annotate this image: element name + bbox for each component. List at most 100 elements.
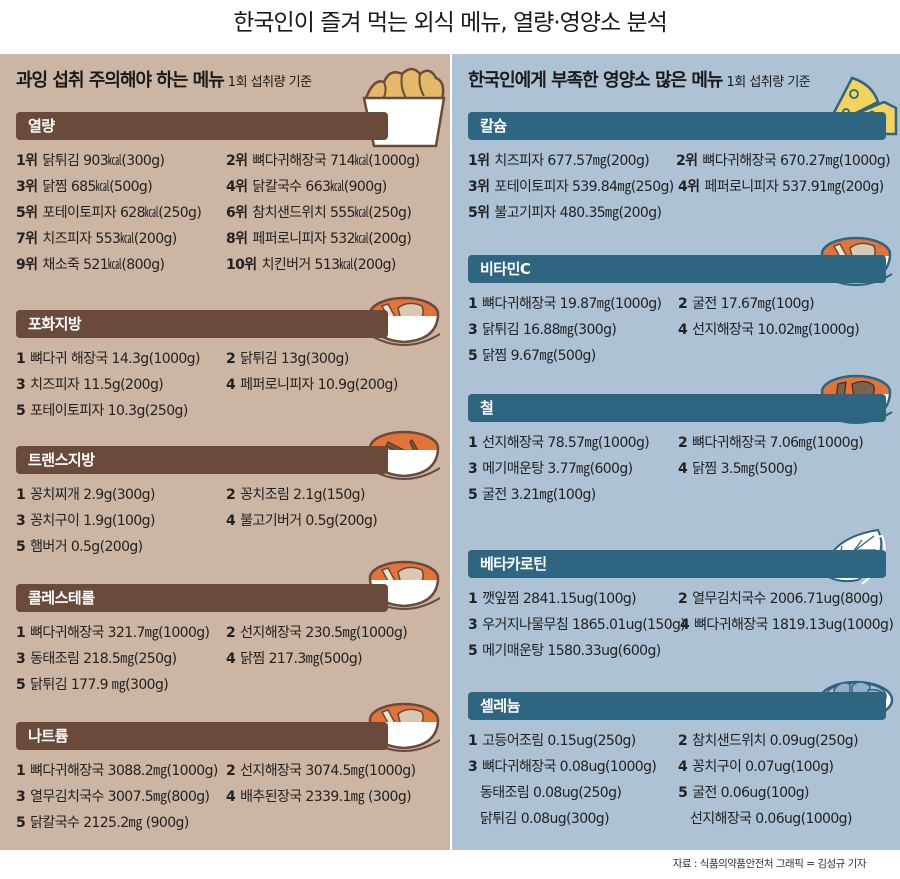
- rank: 2: [226, 351, 236, 367]
- rank: 5위: [468, 205, 490, 221]
- ranking-list: 1 뼈다귀해장국 321.7㎎(1000g) 2 선지해장국 230.5㎎(1000…: [16, 620, 436, 698]
- table-row: 3 닭튀김 16.88㎎(300g) 4 선지해장국 10.02㎎(1000g): [468, 317, 888, 343]
- menu-item: 채소죽 521㎉(800g): [42, 257, 165, 273]
- menu-item: 뼈다귀해장국 670.27㎎(1000g): [702, 153, 890, 169]
- rank: 4: [678, 322, 688, 338]
- menu-item: 햄버거 0.5g(200g): [30, 539, 143, 555]
- rank: 4: [680, 617, 690, 633]
- menu-item: 참치샌드위치 0.09ug(250g): [692, 733, 858, 749]
- rank: 3위: [16, 179, 38, 195]
- table-row: 3위 닭찜 685㎉(500g) 4위 닭칼국수 663㎉(900g): [16, 174, 436, 200]
- menu-item: 뼈다귀 해장국 14.3g(1000g): [30, 351, 200, 367]
- section-title: 철: [468, 394, 886, 422]
- section-title: 나트륨: [16, 722, 388, 750]
- menu-item: 깻잎찜 2841.15ug(100g): [482, 591, 637, 607]
- section-title: 트랜스지방: [16, 446, 388, 474]
- menu-item: 포테이토피자 10.3g(250g): [30, 403, 188, 419]
- right-panel-header: 한국인에게 부족한 영양소 많은 메뉴 1회 섭취량 기준: [468, 66, 811, 92]
- section-title: 콜레스테롤: [16, 584, 388, 612]
- table-row: 3 우거지나물무침 1865.01ug(150g) 4 뼈다귀해장국 1819.13…: [468, 612, 894, 638]
- left-panel-subtitle: 1회 섭취량 기준: [227, 75, 312, 90]
- table-row: 3 메기매운탕 3.77㎎(600g) 4 닭찜 3.5㎎(500g): [468, 456, 888, 482]
- rank: 10위: [226, 257, 257, 273]
- menu-item: 뼈다귀해장국 714㎉(1000g): [252, 153, 420, 169]
- rank: 2: [678, 435, 688, 451]
- menu-item: 닭튀김 0.08ug(300g): [480, 811, 610, 827]
- rank: 4: [226, 513, 236, 529]
- rank: 2: [678, 733, 688, 749]
- menu-item: 닭칼국수 2125.2㎎ (900g): [30, 815, 189, 831]
- left-panel-title: 과잉 섭취 주의해야 하는 메뉴: [16, 70, 225, 91]
- rank: 8위: [226, 231, 248, 247]
- table-row: 5 포테이토피자 10.3g(250g): [16, 398, 436, 424]
- right-panel-subtitle: 1회 섭취량 기준: [726, 75, 811, 90]
- left-panel-header: 과잉 섭취 주의해야 하는 메뉴 1회 섭취량 기준: [16, 66, 312, 92]
- table-row: 1 고등어조림 0.15ug(250g) 2 참치샌드위치 0.09ug(250g): [468, 728, 888, 754]
- table-row: 1 깻잎찜 2841.15ug(100g) 2 열무김치국수 2006.71ug(8…: [468, 586, 888, 612]
- menu-item: 선지해장국 10.02㎎(1000g): [692, 322, 860, 338]
- ranking-list: 1 선지해장국 78.57㎎(1000g) 2 뼈다귀해장국 7.06㎎(1000g…: [468, 430, 888, 508]
- rank: 5: [16, 539, 26, 555]
- rank: 1: [16, 487, 26, 503]
- menu-item: 열무김치국수 2006.71ug(800g): [692, 591, 883, 607]
- ranking-list: 1 뼈다귀 해장국 14.3g(1000g) 2 닭튀김 13g(300g) 3 치즈…: [16, 346, 436, 424]
- menu-item: 포테이토피자 539.84㎎(250g): [494, 179, 674, 195]
- menu-item: 참치샌드위치 555㎉(250g): [252, 205, 412, 221]
- menu-item: 선지해장국 230.5㎎(1000g): [240, 625, 408, 641]
- table-row: 3 꽁치구이 1.9g(100g) 4 불고기버거 0.5g(200g): [16, 508, 436, 534]
- menu-item: 꽁치구이 0.07ug(100g): [692, 759, 834, 775]
- section-title: 열량: [16, 112, 388, 140]
- rank: 4위: [678, 179, 700, 195]
- rank: 2: [226, 625, 236, 641]
- menu-item: 선지해장국 0.06ug(1000g): [690, 811, 852, 827]
- menu-item: 치즈피자 677.57㎎(200g): [494, 153, 650, 169]
- table-row: 5 닭튀김 177.9 ㎎(300g): [16, 672, 436, 698]
- rank: 3: [16, 789, 26, 805]
- page-title: 한국인이 즐겨 먹는 외식 메뉴, 열량·영양소 분석: [233, 10, 668, 36]
- menu-item: 열무김치국수 3007.5㎎(800g): [30, 789, 210, 805]
- menu-item: 배추된장국 2339.1㎎ (300g): [240, 789, 411, 805]
- menu-item: 불고기피자 480.35㎎(200g): [494, 205, 662, 221]
- rank: 5위: [16, 205, 38, 221]
- table-row: 1 뼈다귀해장국 3088.2㎎(1000g) 2 선지해장국 3074.5㎎(10…: [16, 758, 436, 784]
- rank: 5: [468, 348, 478, 364]
- table-row: 3 동태조림 218.5㎎(250g) 4 닭찜 217.3㎎(500g): [16, 646, 436, 672]
- menu-item: 닭튀김 903㎉(300g): [42, 153, 165, 169]
- menu-item: 메기매운탕 3.77㎎(600g): [482, 461, 633, 477]
- source-credit: 자료 : 식품의약품안전처 그래픽 = 김성규 기자: [672, 858, 867, 870]
- menu-item: 고등어조림 0.15ug(250g): [482, 733, 636, 749]
- table-row: 5 닭칼국수 2125.2㎎ (900g): [16, 810, 436, 836]
- table-row: 5 햄버거 0.5g(200g): [16, 534, 436, 560]
- section-title: 베타카로틴: [468, 550, 886, 578]
- rank: 3: [468, 617, 478, 633]
- rank: 2: [226, 487, 236, 503]
- ranking-list: 1 깻잎찜 2841.15ug(100g) 2 열무김치국수 2006.71ug(8…: [468, 586, 894, 664]
- table-row: 1 뼈다귀해장국 321.7㎎(1000g) 2 선지해장국 230.5㎎(1000…: [16, 620, 436, 646]
- rank: 5: [16, 403, 26, 419]
- table-row: 9위 채소죽 521㎉(800g) 10위 치킨버거 513㎉(200g): [16, 252, 436, 278]
- menu-item: 굴전 17.67㎎(100g): [692, 296, 814, 312]
- menu-item: 뼈다귀해장국 3088.2㎎(1000g): [30, 763, 218, 779]
- menu-item: 페퍼로니피자 10.9g(200g): [240, 377, 398, 393]
- menu-item: 닭찜 217.3㎎(500g): [240, 651, 362, 667]
- rank: 3: [16, 651, 26, 667]
- rank: 1: [468, 435, 478, 451]
- rank: 4: [226, 789, 236, 805]
- table-row: 1위 치즈피자 677.57㎎(200g) 2위 뼈다귀해장국 670.27㎎(10…: [468, 148, 891, 174]
- left-panel-excess-intake: 과잉 섭취 주의해야 하는 메뉴 1회 섭취량 기준 열량 1위 닭튀김 903㎉(…: [0, 54, 450, 850]
- rank: 1위: [16, 153, 38, 169]
- rank: 2: [226, 763, 236, 779]
- menu-item: 닭칼국수 663㎉(900g): [252, 179, 387, 195]
- menu-item: 뼈다귀해장국 321.7㎎(1000g): [30, 625, 210, 641]
- rank: 9위: [16, 257, 38, 273]
- section-title: 포화지방: [16, 310, 388, 338]
- menu-item: 뼈다귀해장국 1819.13ug(1000g): [694, 617, 894, 633]
- table-row: 1 꽁치찌개 2.9g(300g) 2 꽁치조림 2.1g(150g): [16, 482, 436, 508]
- rank: 1: [16, 763, 26, 779]
- rank: 5: [468, 643, 478, 659]
- section-title: 칼슘: [468, 112, 886, 140]
- rank: 3위: [468, 179, 490, 195]
- rank: 1: [468, 296, 478, 312]
- rank: 4: [678, 759, 688, 775]
- table-row: 1 뼈다귀 해장국 14.3g(1000g) 2 닭튀김 13g(300g): [16, 346, 436, 372]
